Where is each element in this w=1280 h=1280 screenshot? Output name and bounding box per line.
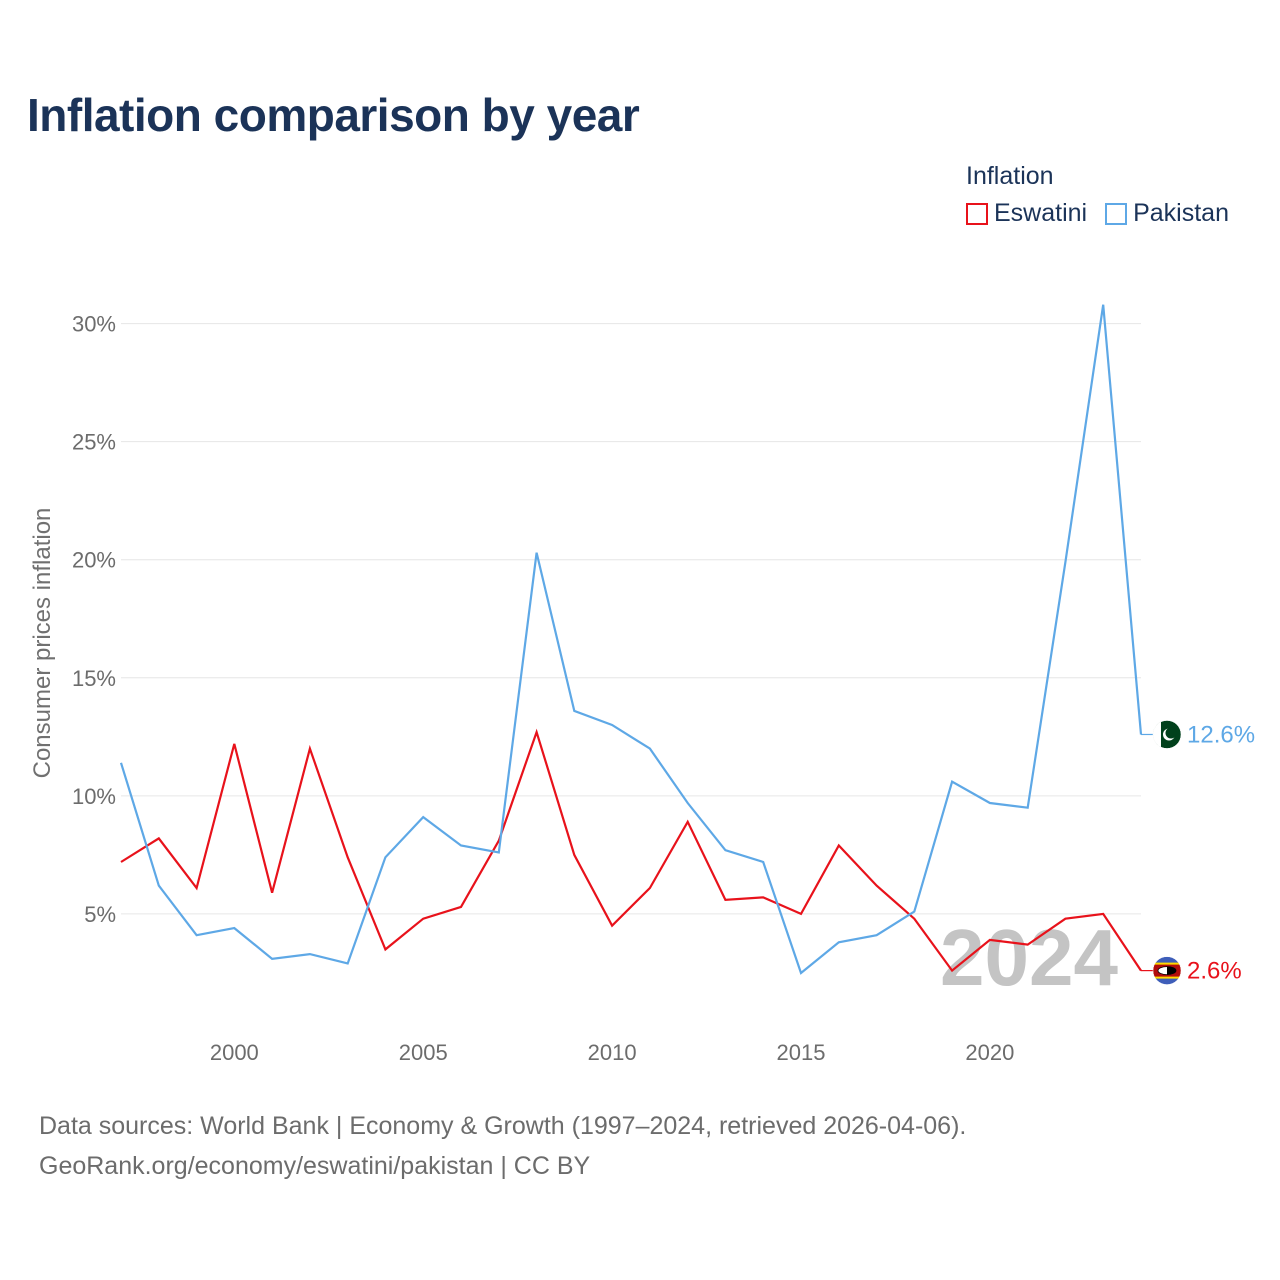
series-lines bbox=[119, 304, 1143, 975]
y-axis-label: Consumer prices inflation bbox=[29, 508, 56, 779]
legend-label-eswatini: Eswatini bbox=[994, 199, 1088, 227]
y-tick-label: 30% bbox=[72, 312, 116, 337]
flag-eswatini-icon bbox=[1152, 956, 1182, 985]
end-value-label-pakistan: 12.6% bbox=[1187, 721, 1255, 748]
legend-entry-eswatini[interactable]: Eswatini bbox=[966, 199, 1087, 228]
gridlines bbox=[121, 323, 1141, 915]
x-tick-label: 2010 bbox=[588, 1040, 637, 1065]
chart-title: Inflation comparison by year bbox=[27, 89, 640, 141]
legend-label-pakistan: Pakistan bbox=[1133, 199, 1229, 227]
legend-title: Inflation bbox=[966, 162, 1054, 190]
x-tick-label: 2005 bbox=[399, 1040, 448, 1065]
x-tick-label: 2020 bbox=[965, 1040, 1014, 1065]
x-axis-ticks: 2000 2005 2010 2015 2020 bbox=[210, 1040, 1015, 1065]
legend-swatch-eswatini bbox=[966, 202, 988, 225]
footer-sources: Data sources: World Bank | Economy & Gro… bbox=[39, 1112, 967, 1140]
footer: Data sources: World Bank | Economy & Gro… bbox=[39, 1106, 966, 1186]
x-tick-label: 2000 bbox=[210, 1040, 259, 1065]
y-tick-label: 15% bbox=[72, 666, 116, 691]
series-line-eswatini[interactable] bbox=[120, 728, 1142, 973]
series-line-pakistan[interactable] bbox=[119, 304, 1143, 975]
legend-swatch-pakistan bbox=[1105, 202, 1128, 225]
legend: Inflation Eswatini Pakistan bbox=[966, 162, 1247, 228]
y-tick-label: 25% bbox=[72, 430, 116, 455]
y-tick-label: 5% bbox=[84, 902, 116, 927]
legend-entries: Eswatini Pakistan bbox=[966, 199, 1247, 228]
y-tick-label: 20% bbox=[72, 548, 116, 573]
x-tick-label: 2015 bbox=[777, 1040, 826, 1065]
legend-entry-pakistan[interactable]: Pakistan bbox=[1105, 199, 1229, 228]
y-tick-label: 10% bbox=[72, 784, 116, 809]
end-markers: 2.6% 12.6% bbox=[1141, 720, 1255, 985]
end-value-label-eswatini: 2.6% bbox=[1187, 958, 1242, 985]
flag-pakistan-icon bbox=[1152, 720, 1182, 749]
footer-credit: GeoRank.org/economy/eswatini/pakistan | … bbox=[39, 1152, 591, 1180]
y-axis-ticks: 5% 10% 15% 20% 25% 30% bbox=[72, 312, 116, 927]
